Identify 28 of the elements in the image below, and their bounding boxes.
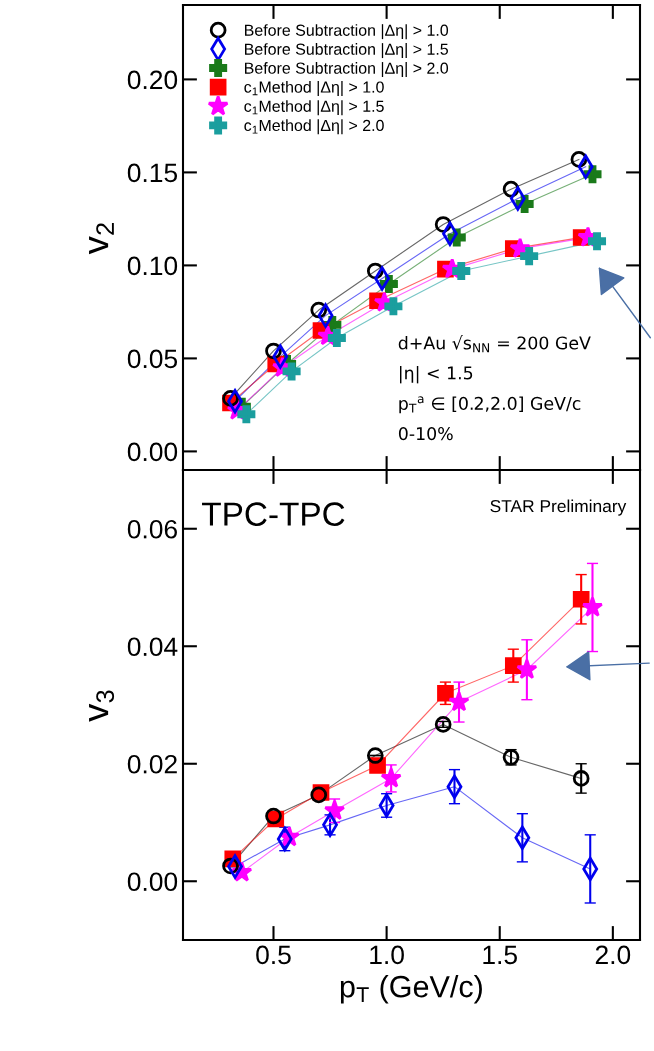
x-tick-label: 1.5 xyxy=(483,945,517,965)
annotation: |η| < 1.5 xyxy=(400,365,473,384)
annotation: d+Au √s$_{NN}$ = 200 GeV xyxy=(398,335,591,353)
annotation: TPC-TPC xyxy=(202,502,345,526)
y-tick-label: 0.05 xyxy=(127,349,178,369)
annotation: STAR Preliminary xyxy=(490,499,627,516)
y-axis-title: v$_{2}$ xyxy=(89,223,114,255)
legend-label: Before Subtraction |Δη| > 1.5 xyxy=(245,43,449,59)
x-tick-label: 1.0 xyxy=(370,945,404,965)
legend-label: c$_{1}$Method |Δη| > 1.5 xyxy=(244,100,384,116)
annotation: p$_{T}$$^{a}$ ∈ [0.2,2.0] GeV/c xyxy=(399,396,581,414)
y-tick-label: 0.15 xyxy=(127,163,178,183)
y-tick-label: 0.04 xyxy=(127,637,178,657)
y-tick-label: 0.02 xyxy=(127,754,177,774)
y-tick-label: 0.00 xyxy=(127,442,178,462)
y-tick-label: 0.00 xyxy=(127,872,178,892)
y-tick-label: 0.20 xyxy=(127,70,178,90)
legend-label: c$_{1}$Method |Δη| > 1.0 xyxy=(244,81,384,96)
y-tick-label: 0.06 xyxy=(127,519,177,539)
y-axis-title: v$_{3}$ xyxy=(89,690,115,722)
legend-label: Before Subtraction |Δη| > 2.0 xyxy=(245,62,449,78)
x-axis-title: p$_{T}$ (GeV/c) xyxy=(340,975,482,1004)
x-tick-label: 0.5 xyxy=(256,945,291,965)
legend-label: Before Subtraction |Δη| > 1.0 xyxy=(245,24,449,40)
y-tick-label: 0.10 xyxy=(127,256,178,276)
annotation: 0-10% xyxy=(398,427,453,441)
legend-label: c$_{1}$Method |Δη| > 2.0 xyxy=(244,119,384,135)
x-tick-label: 2.0 xyxy=(595,945,631,965)
